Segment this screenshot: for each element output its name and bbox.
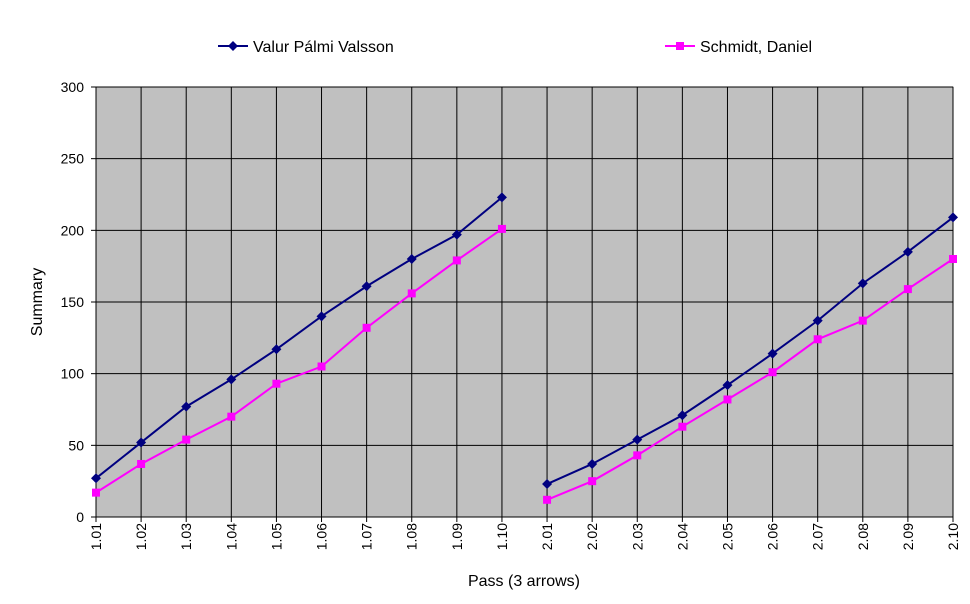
data-point xyxy=(361,281,372,292)
x-tick-label: 2.07 xyxy=(810,523,826,550)
x-axis-ticks: 1.01 1.02 1.03 1.04 1.05 1.06 1.07 1.08 1.09 1.10… xyxy=(88,517,961,550)
data-point xyxy=(677,410,688,421)
x-tick-label: 1.04 xyxy=(223,523,239,550)
y-tick-label: 250 xyxy=(61,151,85,167)
legend-marker-series-1 xyxy=(228,41,238,51)
y-tick-label: 0 xyxy=(76,509,84,525)
data-point xyxy=(496,192,507,203)
data-point xyxy=(542,479,553,490)
data-point xyxy=(91,473,101,484)
y-axis-ticks: 0 50 100 150 200 250 300 xyxy=(61,79,96,525)
x-tick-label: 2.03 xyxy=(629,523,645,550)
x-tick-label: 1.02 xyxy=(133,523,149,550)
data-point xyxy=(857,278,868,289)
x-tick-label: 1.10 xyxy=(494,523,510,550)
data-point xyxy=(633,451,642,460)
x-tick-label: 1.05 xyxy=(268,523,284,550)
x-tick-label: 2.05 xyxy=(719,523,735,550)
data-point xyxy=(271,344,282,355)
data-point xyxy=(317,362,326,371)
series-1 xyxy=(91,192,958,490)
gridlines xyxy=(96,86,954,517)
data-point xyxy=(182,435,191,444)
data-point xyxy=(181,401,192,412)
x-tick-label: 2.08 xyxy=(855,523,871,550)
data-point xyxy=(723,395,732,404)
data-point xyxy=(587,458,598,469)
y-tick-label: 200 xyxy=(61,222,85,238)
legend-label-series-2: Schmidt, Daniel xyxy=(700,39,812,56)
y-tick-label: 100 xyxy=(61,366,85,382)
data-point xyxy=(812,315,823,326)
x-tick-label: 1.07 xyxy=(359,523,375,550)
data-point xyxy=(632,434,643,445)
series-2 xyxy=(92,224,957,504)
x-tick-label: 1.08 xyxy=(404,523,420,550)
data-point xyxy=(902,246,913,257)
x-axis-title: Pass (3 arrows) xyxy=(468,573,580,590)
x-tick-label: 2.02 xyxy=(584,523,600,550)
x-tick-label: 1.03 xyxy=(178,523,194,550)
series-line xyxy=(95,196,503,480)
series-line xyxy=(546,258,954,501)
data-point xyxy=(722,380,733,391)
data-point xyxy=(226,374,237,385)
data-point xyxy=(406,254,417,264)
data-point xyxy=(588,477,597,486)
data-point xyxy=(948,212,958,223)
data-point xyxy=(543,495,552,504)
data-point xyxy=(813,335,822,344)
legend-item-series-1: Valur Pálmi Valsson xyxy=(218,39,394,56)
series-line xyxy=(546,216,954,485)
y-tick-label: 150 xyxy=(61,294,85,310)
data-point xyxy=(272,379,281,388)
data-point xyxy=(858,316,867,325)
data-point xyxy=(451,229,462,240)
x-tick-label: 2.06 xyxy=(765,523,781,550)
legend-marker-series-2 xyxy=(676,42,684,50)
x-tick-label: 1.01 xyxy=(88,523,104,550)
data-point xyxy=(768,368,777,377)
y-tick-label: 50 xyxy=(68,437,84,453)
x-tick-label: 1.09 xyxy=(449,523,465,550)
x-tick-label: 2.04 xyxy=(674,523,690,550)
x-tick-label: 2.01 xyxy=(539,523,555,550)
y-tick-label: 300 xyxy=(61,79,85,95)
data-point xyxy=(136,437,147,448)
data-point xyxy=(227,412,236,421)
legend-item-series-2: Schmidt, Daniel xyxy=(665,39,812,56)
data-point xyxy=(452,256,461,265)
data-point xyxy=(678,422,687,431)
series-layer xyxy=(91,192,958,504)
data-point xyxy=(137,459,146,468)
data-point xyxy=(92,488,100,497)
legend-label-series-1: Valur Pálmi Valsson xyxy=(253,39,394,56)
x-tick-label: 1.06 xyxy=(314,523,330,550)
data-point xyxy=(767,348,778,359)
data-point xyxy=(316,311,327,322)
data-point xyxy=(903,285,912,294)
x-tick-label: 2.10 xyxy=(945,523,961,550)
series-line xyxy=(95,228,503,494)
data-point xyxy=(497,224,506,233)
data-point xyxy=(949,255,957,263)
data-point xyxy=(362,323,371,332)
y-axis-title: Summary xyxy=(29,268,46,336)
data-point xyxy=(407,289,416,298)
x-tick-label: 2.09 xyxy=(900,523,916,550)
legend: Valur Pálmi Valsson Schmidt, Daniel xyxy=(218,39,812,56)
